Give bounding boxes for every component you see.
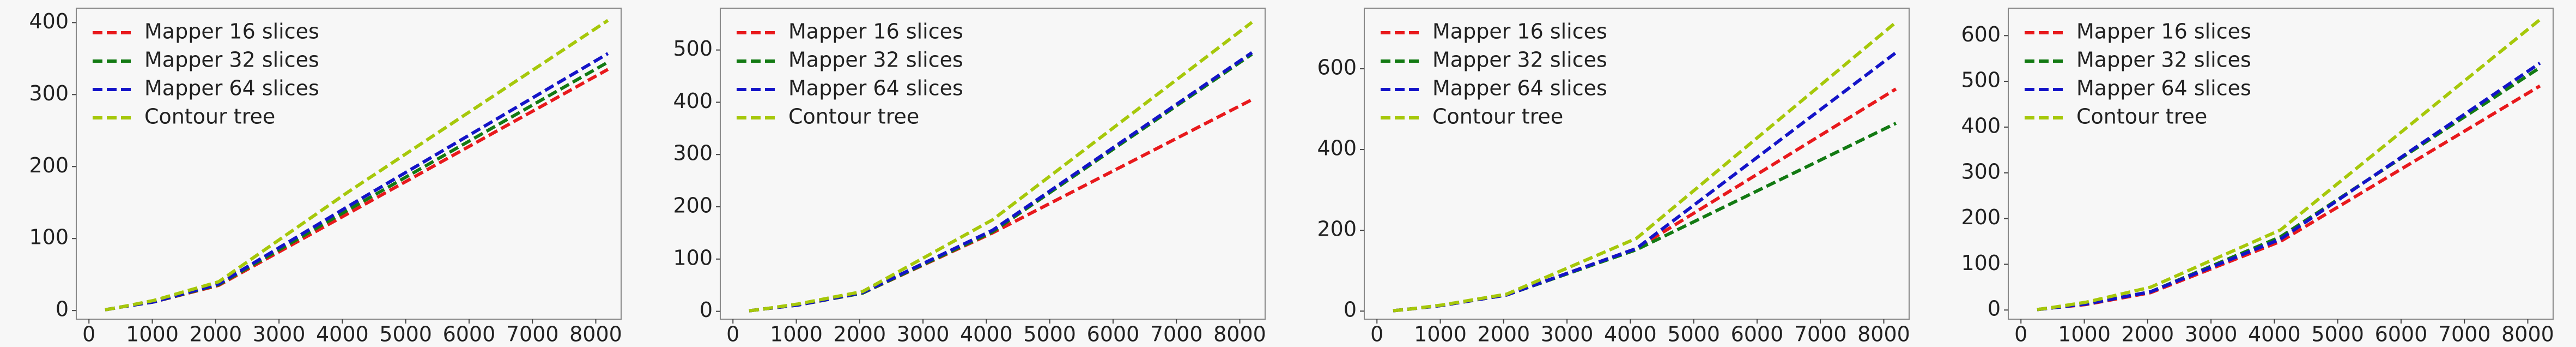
series-line [105, 68, 609, 312]
x-tick-label: 0 [1370, 322, 1383, 346]
y-tick-label: 200 [1961, 205, 2001, 229]
y-tick-label: 200 [29, 153, 69, 177]
x-tick-label: 2000 [189, 322, 242, 346]
x-tick-label: 3000 [897, 322, 950, 346]
legend-label: Mapper 64 slices [788, 76, 963, 100]
series-line [2037, 18, 2541, 312]
y-tick-label: 400 [1317, 136, 1357, 160]
x-tick-label: 7000 [1794, 322, 1847, 346]
plot-area [720, 8, 1266, 320]
plot-area [1364, 8, 1910, 320]
x-tick-label: 6000 [1087, 322, 1140, 346]
y-tick-label: 400 [1961, 113, 2001, 137]
y-tick-label: 200 [673, 194, 713, 218]
x-tick-label: 3000 [1541, 322, 1594, 346]
legend-label: Mapper 64 slices [2076, 76, 2251, 100]
x-tick-label: 1000 [770, 322, 823, 346]
y-tick-label: 500 [1961, 68, 2001, 92]
legend-label: Mapper 64 slices [144, 76, 319, 100]
x-tick-label: 2000 [2121, 322, 2174, 346]
series-line [105, 52, 609, 312]
x-tick-label: 1000 [126, 322, 179, 346]
y-tick-label: 0 [700, 298, 713, 322]
x-tick-label: 3000 [253, 322, 306, 346]
legend-label: Contour tree [1432, 105, 1563, 129]
legend-label: Mapper 16 slices [2076, 20, 2251, 44]
series-line [749, 21, 1253, 313]
x-tick-label: 4000 [960, 322, 1013, 346]
series-line [749, 98, 1253, 313]
plot-area [76, 8, 622, 320]
legend-label: Mapper 64 slices [1432, 76, 1607, 100]
y-tick-label: 600 [1961, 22, 2001, 46]
y-tick-label: 300 [1961, 159, 2001, 183]
x-tick-label: 7000 [506, 322, 559, 346]
x-tick-label: 6000 [1731, 322, 1784, 346]
x-tick-label: 2000 [1477, 322, 1530, 346]
series-line [1393, 87, 1897, 313]
x-tick-label: 8000 [569, 322, 622, 346]
y-tick-label: 300 [673, 141, 713, 165]
x-tick-label: 4000 [316, 322, 369, 346]
y-tick-label: 100 [1961, 251, 2001, 275]
y-tick-label: 0 [56, 297, 69, 321]
x-tick-label: 5000 [1023, 322, 1076, 346]
legend-label: Mapper 16 slices [1432, 20, 1607, 44]
x-tick-label: 6000 [443, 322, 496, 346]
y-tick-label: 200 [1317, 217, 1357, 241]
y-tick-label: 600 [1317, 56, 1357, 80]
series-line [1393, 122, 1897, 313]
x-tick-label: 1000 [1414, 322, 1467, 346]
x-tick-label: 7000 [2438, 322, 2491, 346]
x-tick-label: 4000 [2248, 322, 2301, 346]
legend-label: Contour tree [2076, 105, 2207, 129]
legend-label: Mapper 32 slices [788, 48, 963, 72]
y-tick-label: 100 [29, 225, 69, 249]
x-tick-label: 0 [726, 322, 739, 346]
legend-label: Mapper 32 slices [1432, 48, 1607, 72]
series-line [105, 61, 609, 312]
y-tick-label: 400 [673, 89, 713, 113]
y-tick-label: 100 [673, 246, 713, 270]
y-tick-label: 400 [29, 9, 69, 33]
y-tick-label: 0 [1344, 298, 1357, 322]
series-line [2037, 62, 2541, 312]
series-line [1393, 21, 1897, 313]
x-tick-label: 6000 [2375, 322, 2428, 346]
series-line [2037, 84, 2541, 312]
legend-label: Mapper 16 slices [788, 20, 963, 44]
x-tick-label: 4000 [1604, 322, 1657, 346]
x-tick-label: 5000 [2311, 322, 2364, 346]
x-tick-label: 0 [82, 322, 95, 346]
x-tick-label: 8000 [2501, 322, 2554, 346]
series-line [105, 19, 609, 312]
y-tick-label: 300 [29, 81, 69, 105]
plot-area [2008, 8, 2554, 320]
x-tick-label: 5000 [379, 322, 432, 346]
x-tick-label: 7000 [1150, 322, 1203, 346]
y-tick-label: 500 [673, 37, 713, 61]
x-tick-label: 3000 [2185, 322, 2238, 346]
y-tick-label: 0 [1988, 297, 2001, 321]
legend-label: Mapper 16 slices [144, 20, 319, 44]
legend-label: Mapper 32 slices [2076, 48, 2251, 72]
legend-label: Contour tree [788, 105, 919, 129]
legend-label: Mapper 32 slices [144, 48, 319, 72]
x-tick-label: 8000 [1857, 322, 1910, 346]
legend-label: Contour tree [144, 105, 275, 129]
x-tick-label: 8000 [1213, 322, 1266, 346]
series-line [1393, 51, 1897, 313]
x-tick-label: 0 [2014, 322, 2027, 346]
x-tick-label: 1000 [2058, 322, 2111, 346]
x-tick-label: 2000 [833, 322, 886, 346]
x-tick-label: 5000 [1667, 322, 1720, 346]
